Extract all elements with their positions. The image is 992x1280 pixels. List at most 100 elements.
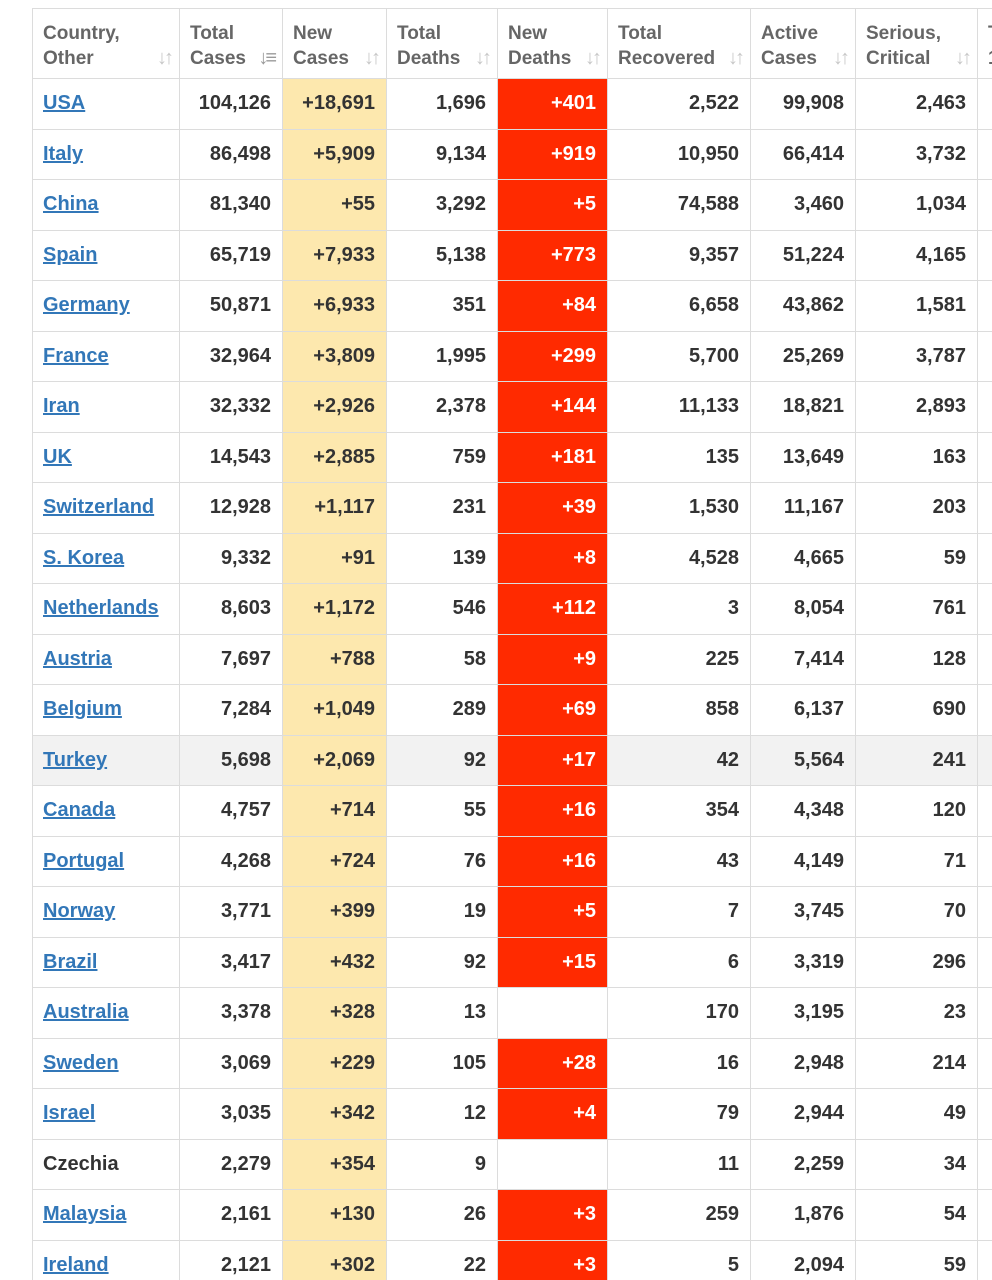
total-deaths-cell: 12: [386, 1088, 498, 1140]
new-deaths-cell: +69: [497, 684, 608, 736]
sort-icon[interactable]: ↓≡: [258, 47, 277, 69]
total-cases-cell: 8,603: [179, 583, 283, 635]
truncated-cell: [977, 1189, 992, 1241]
country-link[interactable]: France: [43, 344, 109, 367]
country-column-header[interactable]: Country, Other ↓↑: [32, 8, 180, 79]
country-link[interactable]: China: [43, 193, 99, 216]
serious-critical-cell: 761: [855, 583, 978, 635]
total-deaths-cell: 546: [386, 583, 498, 635]
total-cases-cell: 7,284: [179, 684, 283, 736]
sort-icon[interactable]: ↓↑: [955, 47, 972, 69]
header-label-line2: Critical: [866, 48, 931, 69]
total-recovered-cell: 2,522: [607, 78, 751, 130]
new-deaths-cell: +84: [497, 280, 608, 332]
country-link[interactable]: Netherlands: [43, 597, 159, 620]
truncated-cell: [977, 482, 992, 534]
serious-critical-column-header[interactable]: Serious, Critical ↓↑: [855, 8, 978, 79]
country-link[interactable]: Switzerland: [43, 496, 155, 519]
new-deaths-cell: +3: [497, 1189, 608, 1241]
country-link[interactable]: Austria: [43, 647, 112, 670]
country-cell: Spain: [32, 229, 180, 281]
serious-critical-cell: 1,581: [855, 280, 978, 332]
country-cell: Norway: [32, 886, 180, 938]
new-cases-cell: +6,933: [282, 280, 387, 332]
table-row: Norway 3,771 +399 19 +5 7 3,745 70: [32, 886, 992, 938]
sort-icon[interactable]: ↓↑: [364, 47, 381, 69]
active-cases-cell: 3,745: [750, 886, 856, 938]
country-link[interactable]: Sweden: [43, 1051, 119, 1074]
serious-critical-cell: 4,165: [855, 229, 978, 281]
total-recovered-cell: 74,588: [607, 179, 751, 231]
active-cases-cell: 99,908: [750, 78, 856, 130]
new-cases-cell: +2,885: [282, 431, 387, 483]
country-link[interactable]: Brazil: [43, 950, 98, 973]
sort-icon[interactable]: ↓↑: [157, 47, 174, 69]
total-cases-cell: 32,332: [179, 381, 283, 433]
country-link[interactable]: Australia: [43, 1001, 129, 1024]
sort-icon[interactable]: ↓↑: [585, 47, 602, 69]
new-cases-cell: +130: [282, 1189, 387, 1241]
total-deaths-column-header[interactable]: Total Deaths ↓↑: [386, 8, 498, 79]
sort-icon[interactable]: ↓↑: [475, 47, 492, 69]
new-deaths-cell: +17: [497, 734, 608, 786]
country-link[interactable]: S. Korea: [43, 546, 125, 569]
country-link[interactable]: Italy: [43, 142, 84, 165]
country-link[interactable]: Portugal: [43, 849, 125, 872]
table-row: Belgium 7,284 +1,049 289 +69 858 6,137 690: [32, 684, 992, 736]
header-row: Country, Other ↓↑ Total Cases ↓≡ New Cases ↓↑ Tot…: [32, 8, 992, 79]
active-cases-cell: 13,649: [750, 431, 856, 483]
truncated-cell: [977, 280, 992, 332]
country-link[interactable]: Malaysia: [43, 1203, 127, 1226]
new-deaths-cell: +16: [497, 835, 608, 887]
active-cases-cell: 1,876: [750, 1189, 856, 1241]
country-link[interactable]: Turkey: [43, 748, 108, 771]
country-link[interactable]: UK: [43, 445, 72, 468]
total-cases-cell: 86,498: [179, 128, 283, 180]
country-cell: France: [32, 330, 180, 382]
truncated-column-header[interactable]: T1: [977, 8, 992, 79]
total-recovered-cell: 6: [607, 936, 751, 988]
active-cases-cell: 3,319: [750, 936, 856, 988]
sort-icon[interactable]: ↓↑: [728, 47, 745, 69]
country-cell: Malaysia: [32, 1189, 180, 1241]
table-row: Malaysia 2,161 +130 26 +3 259 1,876 54: [32, 1189, 992, 1241]
header-label-line1: New: [293, 23, 333, 44]
total-deaths-cell: 19: [386, 886, 498, 938]
total-recovered-cell: 11: [607, 1138, 751, 1190]
new-deaths-column-header[interactable]: New Deaths ↓↑: [497, 8, 608, 79]
new-cases-cell: +91: [282, 532, 387, 584]
table-row: Germany 50,871 +6,933 351 +84 6,658 43,862 1,58…: [32, 280, 992, 332]
country-link[interactable]: Ireland: [43, 1253, 109, 1276]
table-header: Country, Other ↓↑ Total Cases ↓≡ New Cases ↓↑ Tot…: [32, 8, 992, 79]
country-link[interactable]: Germany: [43, 294, 130, 317]
country-link[interactable]: Norway: [43, 900, 116, 923]
table-row: USA 104,126 +18,691 1,696 +401 2,522 99,908 2,4…: [32, 78, 992, 130]
country-cell: Netherlands: [32, 583, 180, 635]
serious-critical-cell: 163: [855, 431, 978, 483]
total-cases-cell: 3,035: [179, 1088, 283, 1140]
active-cases-cell: 4,348: [750, 785, 856, 837]
active-cases-column-header[interactable]: Active Cases ↓↑: [750, 8, 856, 79]
new-cases-column-header[interactable]: New Cases ↓↑: [282, 8, 387, 79]
sort-icon[interactable]: ↓↑: [833, 47, 850, 69]
country-link[interactable]: Spain: [43, 243, 98, 266]
covid-stats-table: Country, Other ↓↑ Total Cases ↓≡ New Cases ↓↑ Tot…: [32, 8, 992, 1280]
country-link[interactable]: Belgium: [43, 698, 122, 721]
serious-critical-cell: 54: [855, 1189, 978, 1241]
country-link[interactable]: Canada: [43, 799, 116, 822]
total-recovered-column-header[interactable]: Total Recovered ↓↑: [607, 8, 751, 79]
active-cases-cell: 2,944: [750, 1088, 856, 1140]
total-recovered-cell: 16: [607, 1037, 751, 1089]
country-link[interactable]: Israel: [43, 1102, 96, 1125]
new-deaths-cell: +144: [497, 381, 608, 433]
new-deaths-cell: [497, 987, 608, 1039]
total-deaths-cell: 26: [386, 1189, 498, 1241]
table-row: China 81,340 +55 3,292 +5 74,588 3,460 1,034: [32, 179, 992, 231]
serious-critical-cell: 128: [855, 633, 978, 685]
country-link[interactable]: Iran: [43, 395, 80, 418]
header-label-line1: Total: [190, 23, 234, 44]
table-row: Italy 86,498 +5,909 9,134 +919 10,950 66,414 3,…: [32, 128, 992, 180]
total-cases-column-header[interactable]: Total Cases ↓≡: [179, 8, 283, 79]
country-link[interactable]: USA: [43, 92, 86, 115]
country-cell: UK: [32, 431, 180, 483]
